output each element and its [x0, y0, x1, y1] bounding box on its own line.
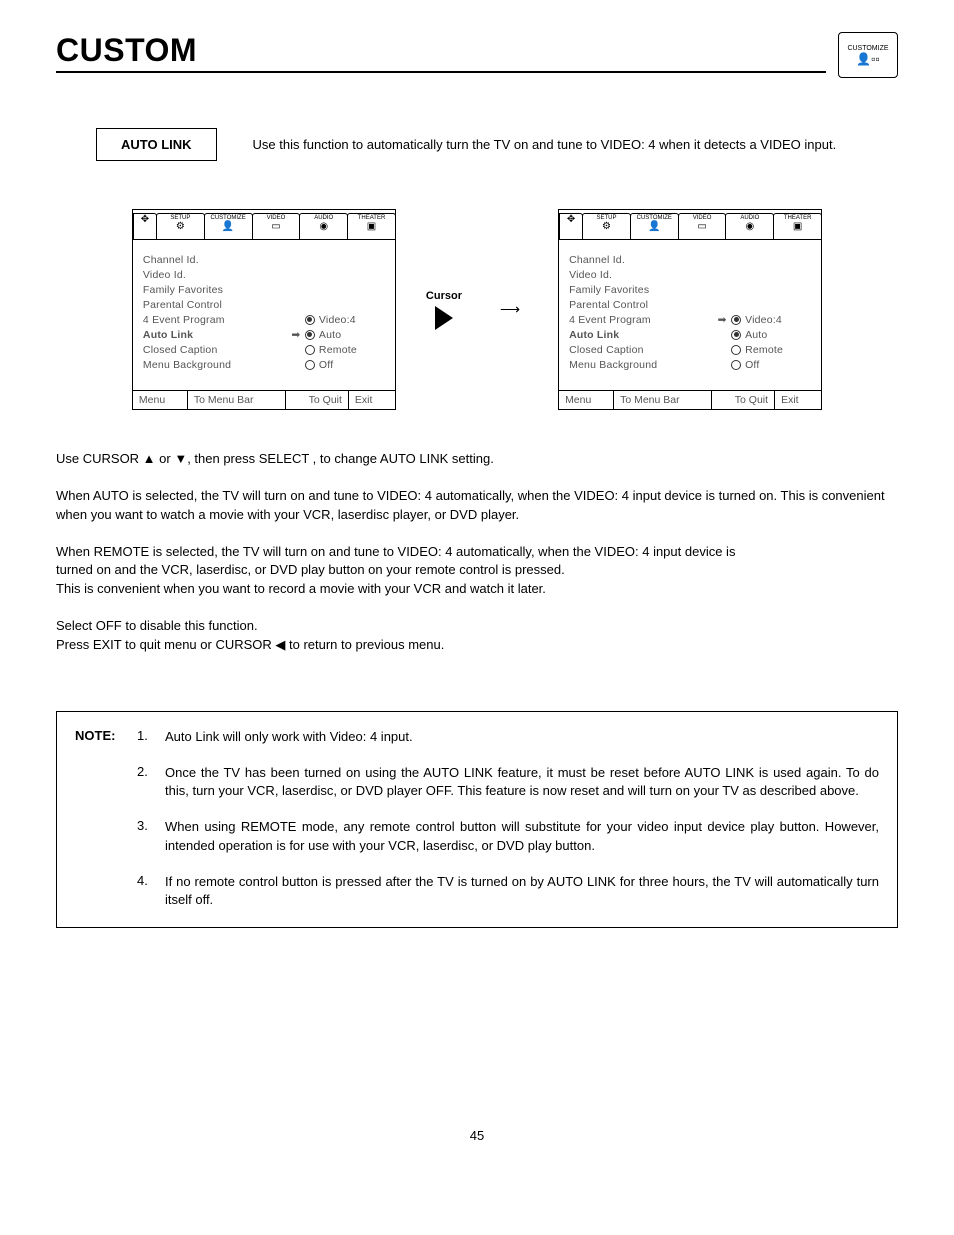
radio-filled-icon	[731, 330, 741, 340]
menu-item: Menu Background	[569, 359, 713, 371]
footer-exit: Exit	[349, 391, 395, 409]
footer-exit: Exit	[775, 391, 821, 409]
page-number: 45	[56, 1128, 898, 1143]
tab-icon-left: ✥	[559, 213, 583, 239]
customize-icon: 👤▫▫	[856, 52, 879, 66]
intro-text: Use this function to automatically turn …	[253, 137, 837, 152]
cursor-triangle-icon	[435, 306, 453, 330]
customize-icon-label: CUSTOMIZE	[847, 45, 888, 52]
footer-to-quit: To Quit	[286, 391, 349, 409]
tab-setup: SETUP⚙	[582, 213, 631, 239]
tab-setup: SETUP⚙	[156, 213, 205, 239]
option-text: Auto	[319, 329, 341, 341]
note-number: 1.	[137, 728, 165, 746]
radio-open-icon	[305, 360, 315, 370]
menu-item: Closed Caption	[143, 344, 287, 356]
menu-item-selected: Auto Link	[143, 329, 287, 341]
cursor-label: Cursor	[426, 290, 462, 302]
menu-item: Channel Id.	[569, 254, 811, 266]
tab-video: VIDEO▭	[678, 213, 727, 239]
radio-filled-icon	[305, 315, 315, 325]
note-text: Auto Link will only work with Video: 4 i…	[165, 728, 879, 746]
menu-item: Family Favorites	[569, 284, 811, 296]
radio-open-icon	[305, 345, 315, 355]
customize-icon-box: CUSTOMIZE 👤▫▫	[838, 32, 898, 78]
footer-to-menu-bar: To Menu Bar	[614, 391, 712, 409]
menu-item: Video Id.	[569, 269, 811, 281]
tab-audio: AUDIO◉	[299, 213, 348, 239]
paragraph: When AUTO is selected, the TV will turn …	[56, 487, 898, 525]
option-text: Remote	[319, 344, 357, 356]
page-title: CUSTOM	[56, 32, 826, 73]
note-text: If no remote control button is pressed a…	[165, 873, 879, 909]
note-text: Once the TV has been turned on using the…	[165, 764, 879, 800]
menu-item: Parental Control	[143, 299, 385, 311]
footer-to-quit: To Quit	[712, 391, 775, 409]
note-number: 3.	[137, 818, 165, 854]
option-text: Auto	[745, 329, 767, 341]
paragraph: Select OFF to disable this function. Pre…	[56, 617, 898, 655]
note-number: 2.	[137, 764, 165, 800]
option-text: Video:4	[319, 314, 356, 326]
menu-item: Parental Control	[569, 299, 811, 311]
footer-to-menu-bar: To Menu Bar	[188, 391, 286, 409]
radio-open-icon	[731, 345, 741, 355]
option-text: Off	[319, 359, 333, 371]
cursor-indicator: Cursor	[426, 290, 462, 330]
radio-filled-icon	[731, 315, 741, 325]
tab-icon-left: ✥	[133, 213, 157, 239]
radio-filled-icon	[305, 330, 315, 340]
tab-theater: THEATER▣	[347, 213, 396, 239]
paragraph: When REMOTE is selected, the TV will tur…	[56, 543, 898, 600]
note-number: 4.	[137, 873, 165, 909]
option-text: Off	[745, 359, 759, 371]
tab-theater: THEATER▣	[773, 213, 822, 239]
tab-customize: CUSTOMIZE👤	[204, 213, 253, 239]
long-arrow-icon: ⟶	[500, 301, 520, 318]
pointer-arrow-icon: ➡	[287, 329, 305, 341]
footer-menu: Menu	[559, 391, 614, 409]
menu-item: Menu Background	[143, 359, 287, 371]
footer-menu: Menu	[133, 391, 188, 409]
menu-item: 4 Event Program	[143, 314, 287, 326]
option-text: Video:4	[745, 314, 782, 326]
menu-item: Family Favorites	[143, 284, 385, 296]
tab-video: VIDEO▭	[252, 213, 301, 239]
note-label: NOTE:	[75, 728, 137, 909]
radio-open-icon	[731, 360, 741, 370]
menu-item: 4 Event Program	[569, 314, 713, 326]
menu-item: Video Id.	[143, 269, 385, 281]
tab-customize: CUSTOMIZE👤	[630, 213, 679, 239]
tab-audio: AUDIO◉	[725, 213, 774, 239]
note-text: When using REMOTE mode, any remote contr…	[165, 818, 879, 854]
menu-item: Channel Id.	[143, 254, 385, 266]
section-label-box: AUTO LINK	[96, 128, 217, 161]
tv-menu-screenshot-left: ✥ SETUP⚙ CUSTOMIZE👤 VIDEO▭ AUDIO◉ THEATE…	[132, 209, 396, 410]
menu-item-selected: Auto Link	[569, 329, 713, 341]
paragraph: Use CURSOR ▲ or ▼, then press SELECT , t…	[56, 450, 898, 469]
pointer-arrow-icon: ➡	[713, 314, 731, 326]
menu-item: Closed Caption	[569, 344, 713, 356]
option-text: Remote	[745, 344, 783, 356]
tv-menu-screenshot-right: ✥ SETUP⚙ CUSTOMIZE👤 VIDEO▭ AUDIO◉ THEATE…	[558, 209, 822, 410]
note-box: NOTE: 1.Auto Link will only work with Vi…	[56, 711, 898, 928]
